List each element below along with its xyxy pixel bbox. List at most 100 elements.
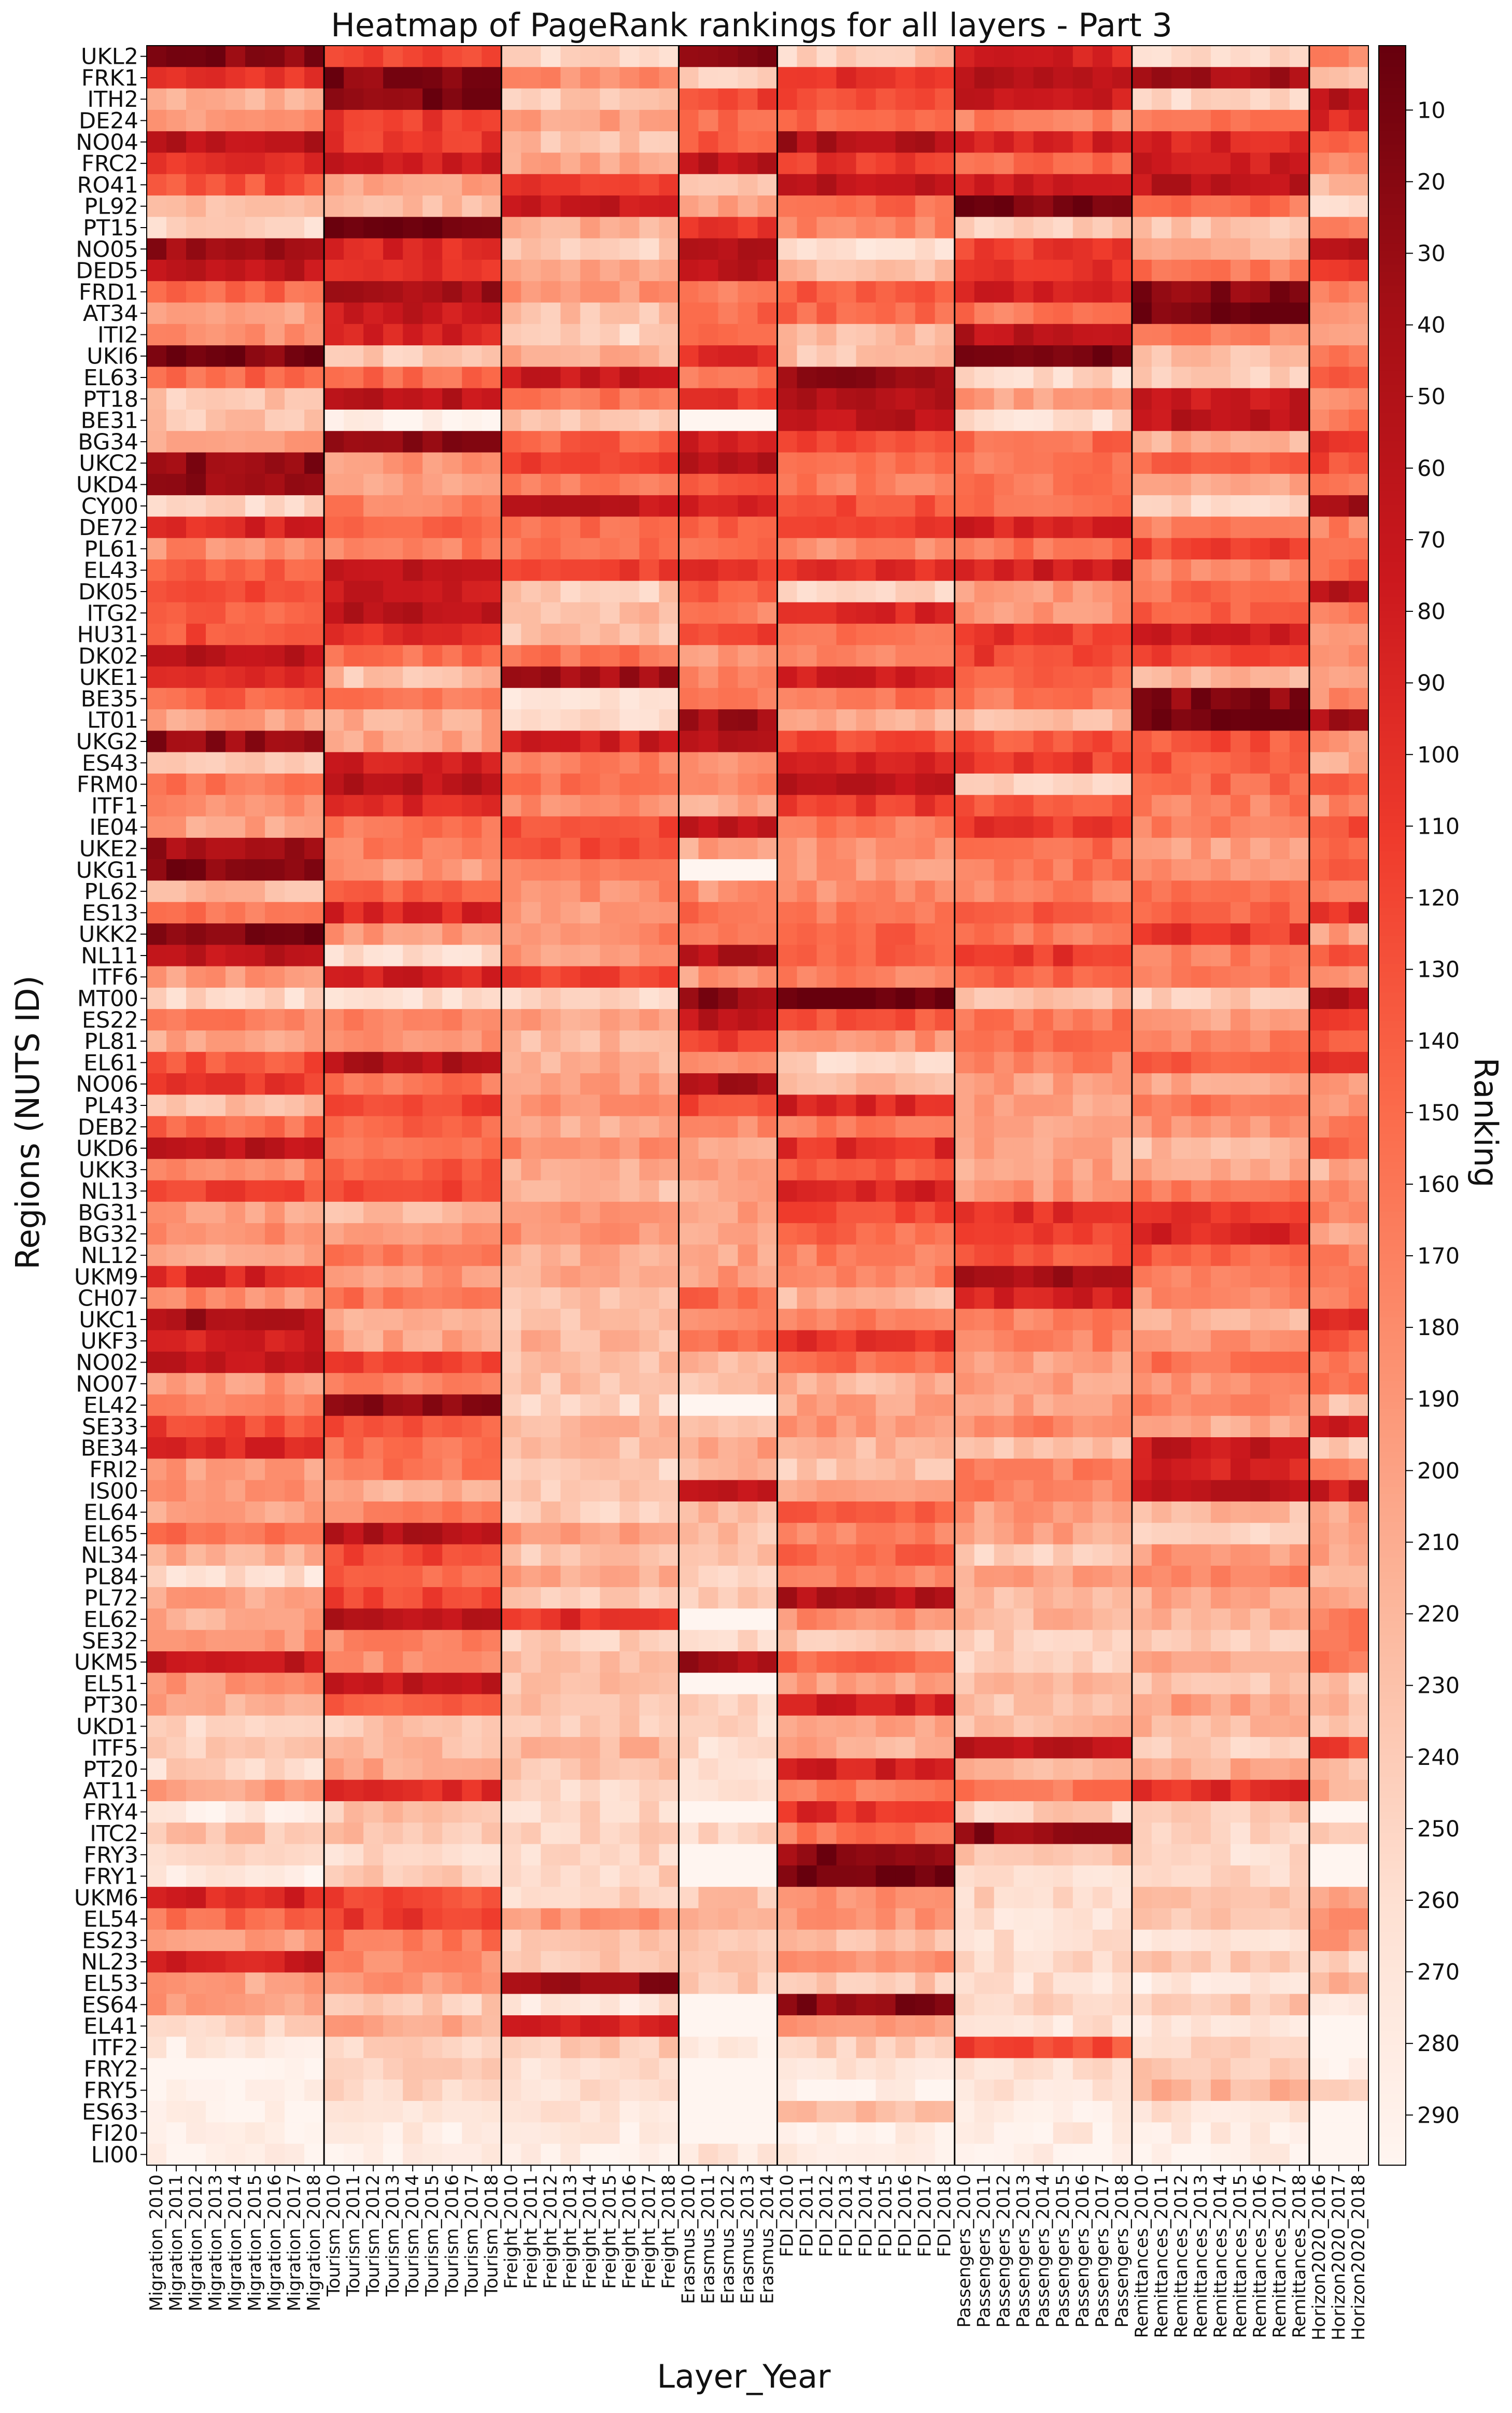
heatmap-cell [206,1501,226,1523]
heatmap-cell [206,1587,226,1609]
heatmap-cell [225,345,246,367]
heatmap-cell [1191,495,1211,517]
heatmap-cell [994,1415,1014,1438]
heatmap-cell [383,752,403,774]
heatmap-cell [797,1009,817,1031]
heatmap-cell [1210,367,1231,389]
heatmap-cell [738,837,758,860]
heatmap-cell [718,1009,739,1031]
heatmap-cell [1151,859,1172,881]
heatmap-cell [1053,945,1073,967]
heatmap-cell [285,1244,305,1267]
heatmap-cell [225,795,246,817]
heatmap-cell [462,1394,482,1416]
heatmap-cell [324,1309,344,1331]
heatmap-cell [639,773,660,795]
heatmap-cell [1309,837,1330,860]
heatmap-cell [619,795,640,817]
heatmap-cell [363,516,384,539]
heatmap-cell [1250,1330,1270,1352]
heatmap-cell [521,1309,541,1331]
heatmap-cell [324,1351,344,1373]
heatmap-cell [600,1737,620,1759]
heatmap-cell [1013,1373,1034,1395]
heatmap-cell [1191,1330,1211,1352]
heatmap-cell [541,837,561,860]
heatmap-cell [1250,1458,1270,1481]
heatmap-cell [836,1030,857,1053]
heatmap-cell [206,923,226,945]
heatmap-cell [718,1051,739,1074]
heatmap-cell [245,238,265,260]
heatmap-cell [1072,880,1093,903]
heatmap-cell [304,259,324,282]
heatmap-cell [1289,987,1310,1009]
heatmap-cell [1151,623,1172,646]
heatmap-cell [482,688,502,710]
heatmap-cell [1191,1095,1211,1117]
heatmap-cell [1269,1373,1290,1395]
heatmap-cell [1151,217,1172,239]
heatmap-cell [1289,345,1310,367]
heatmap-cell [560,131,581,153]
heatmap-cell [186,1009,206,1031]
heatmap-cell [1053,1630,1073,1652]
heatmap-cell [1348,302,1369,325]
heatmap-cell [245,46,265,67]
heatmap-cell [757,623,778,646]
heatmap-cell [619,109,640,132]
heatmap-cell [1230,1223,1251,1245]
heatmap-cell [166,688,187,710]
heatmap-cell [1269,1501,1290,1523]
heatmap-cell [1132,902,1152,924]
heatmap-cell [816,109,837,132]
heatmap-cell [679,731,699,753]
heatmap-cell [285,1223,305,1245]
heatmap-cell [1033,1073,1054,1095]
heatmap-cell [1210,174,1231,196]
heatmap-cell [324,1137,344,1159]
heatmap-cell [1132,1287,1152,1309]
heatmap-cell [1329,902,1349,924]
heatmap-cell [1309,1223,1330,1245]
heatmap-cell [1053,473,1073,496]
heatmap-cell [679,666,699,689]
heatmap-cell [954,1458,975,1481]
heatmap-cell [482,431,502,453]
heatmap-cell [1072,495,1093,517]
heatmap-cell [521,645,541,667]
heatmap-cell [462,431,482,453]
heatmap-cell [698,345,719,367]
heatmap-cell [1191,174,1211,196]
heatmap-cell [935,859,955,881]
heatmap-cell [915,174,936,196]
heatmap-cell [1210,1737,1231,1759]
heatmap-cell [777,1715,798,1737]
heatmap-cell [265,367,285,389]
heatmap-cell [265,752,285,774]
heatmap-cell [1013,987,1034,1009]
heatmap-cell [935,1458,955,1481]
heatmap-cell [994,1351,1014,1373]
heatmap-cell [186,516,206,539]
heatmap-cell [757,1073,778,1095]
heatmap-cell [501,1694,521,1716]
heatmap-cell [974,902,995,924]
heatmap-cell [974,1565,995,1588]
heatmap-cell [856,131,877,153]
heatmap-cell [1210,623,1231,646]
heatmap-cell [422,195,443,217]
heatmap-cell [403,1116,423,1138]
heatmap-cell [935,217,955,239]
heatmap-cell [738,773,758,795]
heatmap-cell [1269,1673,1290,1695]
heatmap-cell [166,1587,187,1609]
heatmap-cell [560,1630,581,1652]
heatmap-cell [462,1587,482,1609]
heatmap-cell [206,1030,226,1053]
heatmap-cell [1132,1715,1152,1737]
heatmap-cell [245,473,265,496]
heatmap-cell [1348,174,1369,196]
heatmap-cell [718,473,739,496]
heatmap-cell [1072,195,1093,217]
